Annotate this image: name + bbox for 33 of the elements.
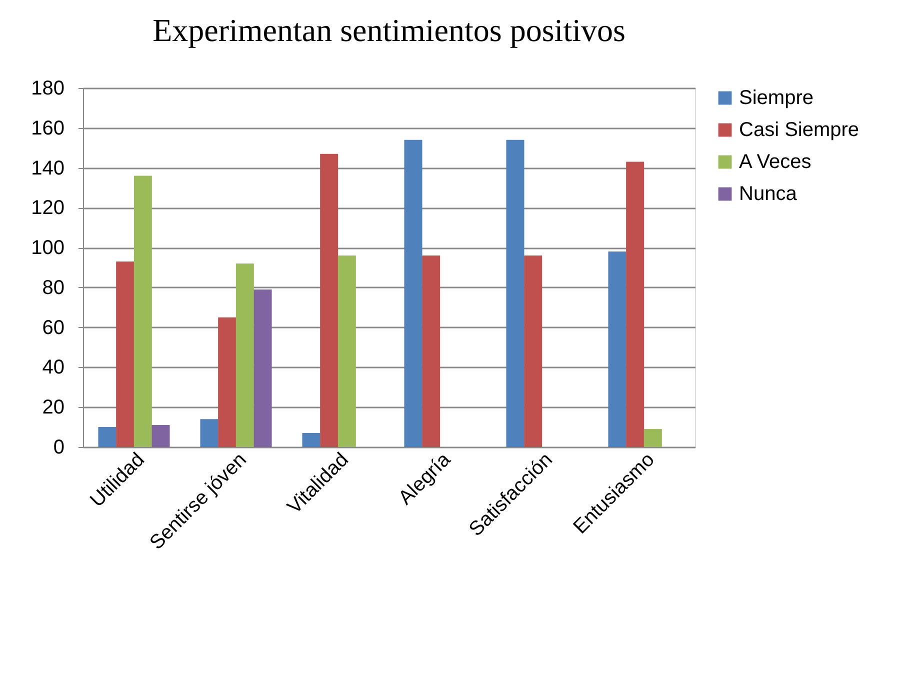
bar: [524, 256, 542, 447]
y-tick-label: 160: [31, 117, 64, 140]
bar: [116, 262, 134, 447]
bar: [626, 162, 644, 447]
legend-label: Siempre: [739, 87, 814, 109]
bar: [98, 427, 116, 447]
bar: [644, 429, 662, 447]
y-tick-label: 80: [42, 276, 64, 299]
bar: [152, 425, 170, 447]
bar: [218, 317, 236, 447]
y-tick-label: 20: [42, 396, 64, 419]
bar: [236, 264, 254, 447]
legend-label: A Veces: [739, 151, 812, 173]
y-tick-label: 140: [31, 157, 64, 180]
bar: [404, 140, 422, 447]
bar: [608, 252, 626, 447]
bar: [254, 289, 272, 447]
bar: [200, 419, 218, 447]
bar: [338, 256, 356, 447]
y-tick-label: 180: [31, 78, 64, 100]
legend-label: Casi Siempre: [739, 119, 860, 141]
legend-label: Nunca: [739, 183, 798, 205]
bar: [320, 154, 338, 447]
y-tick-label: 120: [31, 197, 64, 220]
bar: [302, 433, 320, 447]
chart-title: Experimentan sentimientos positivos: [152, 12, 626, 48]
bar: [134, 176, 152, 447]
y-tick-label: 0: [53, 436, 64, 458]
bar: [422, 256, 440, 447]
bar: [506, 140, 524, 447]
y-tick-label: 40: [42, 356, 64, 379]
y-tick-label: 60: [42, 316, 64, 339]
y-tick-label: 100: [31, 237, 64, 260]
